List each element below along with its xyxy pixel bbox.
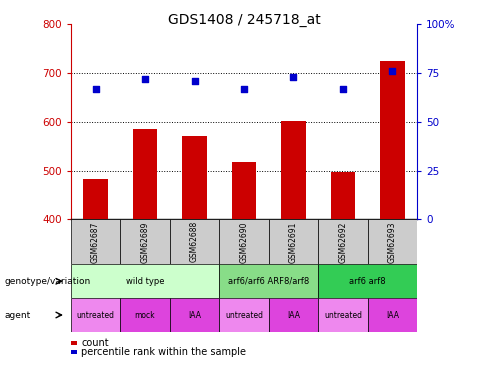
Bar — [219, 298, 269, 332]
Text: untreated: untreated — [77, 310, 115, 320]
Point — [339, 86, 347, 92]
Text: GSM62692: GSM62692 — [339, 221, 347, 262]
Text: IAA: IAA — [287, 310, 300, 320]
Bar — [380, 61, 405, 219]
Text: untreated: untreated — [225, 310, 263, 320]
Bar — [219, 264, 318, 298]
Text: GSM62687: GSM62687 — [91, 221, 100, 262]
Text: GSM62688: GSM62688 — [190, 221, 199, 262]
Point — [141, 76, 149, 82]
Text: genotype/variation: genotype/variation — [5, 277, 91, 286]
Bar — [331, 172, 355, 219]
Point — [92, 86, 100, 92]
Bar — [368, 219, 417, 264]
Text: arf6/arf6 ARF8/arf8: arf6/arf6 ARF8/arf8 — [228, 277, 309, 286]
Bar — [232, 162, 256, 219]
Text: GSM62690: GSM62690 — [240, 221, 248, 262]
Text: percentile rank within the sample: percentile rank within the sample — [81, 347, 246, 357]
Bar — [71, 264, 219, 298]
Text: GDS1408 / 245718_at: GDS1408 / 245718_at — [167, 13, 321, 27]
Bar — [71, 340, 77, 345]
Bar — [120, 219, 170, 264]
Bar — [170, 298, 219, 332]
Point — [191, 78, 199, 84]
Bar — [71, 350, 77, 354]
Text: GSM62693: GSM62693 — [388, 221, 397, 262]
Bar — [219, 219, 269, 264]
Bar — [170, 219, 219, 264]
Text: count: count — [81, 338, 109, 348]
Text: agent: agent — [5, 310, 31, 320]
Text: IAA: IAA — [188, 310, 201, 320]
Bar — [318, 219, 368, 264]
Point — [289, 74, 297, 80]
Bar — [182, 135, 207, 219]
Bar — [133, 129, 157, 219]
Bar — [368, 298, 417, 332]
Text: arf6 arf8: arf6 arf8 — [349, 277, 386, 286]
Bar — [71, 298, 120, 332]
Text: untreated: untreated — [324, 310, 362, 320]
Bar — [269, 298, 318, 332]
Text: wild type: wild type — [126, 277, 164, 286]
Text: GSM62691: GSM62691 — [289, 221, 298, 262]
Text: mock: mock — [135, 310, 155, 320]
Bar — [318, 298, 368, 332]
Bar — [318, 264, 417, 298]
Bar — [120, 298, 170, 332]
Point — [240, 86, 248, 92]
Text: IAA: IAA — [386, 310, 399, 320]
Point — [388, 68, 396, 74]
Bar — [71, 219, 120, 264]
Bar — [83, 179, 108, 219]
Bar — [269, 219, 318, 264]
Bar — [281, 121, 306, 219]
Text: GSM62689: GSM62689 — [141, 221, 149, 262]
